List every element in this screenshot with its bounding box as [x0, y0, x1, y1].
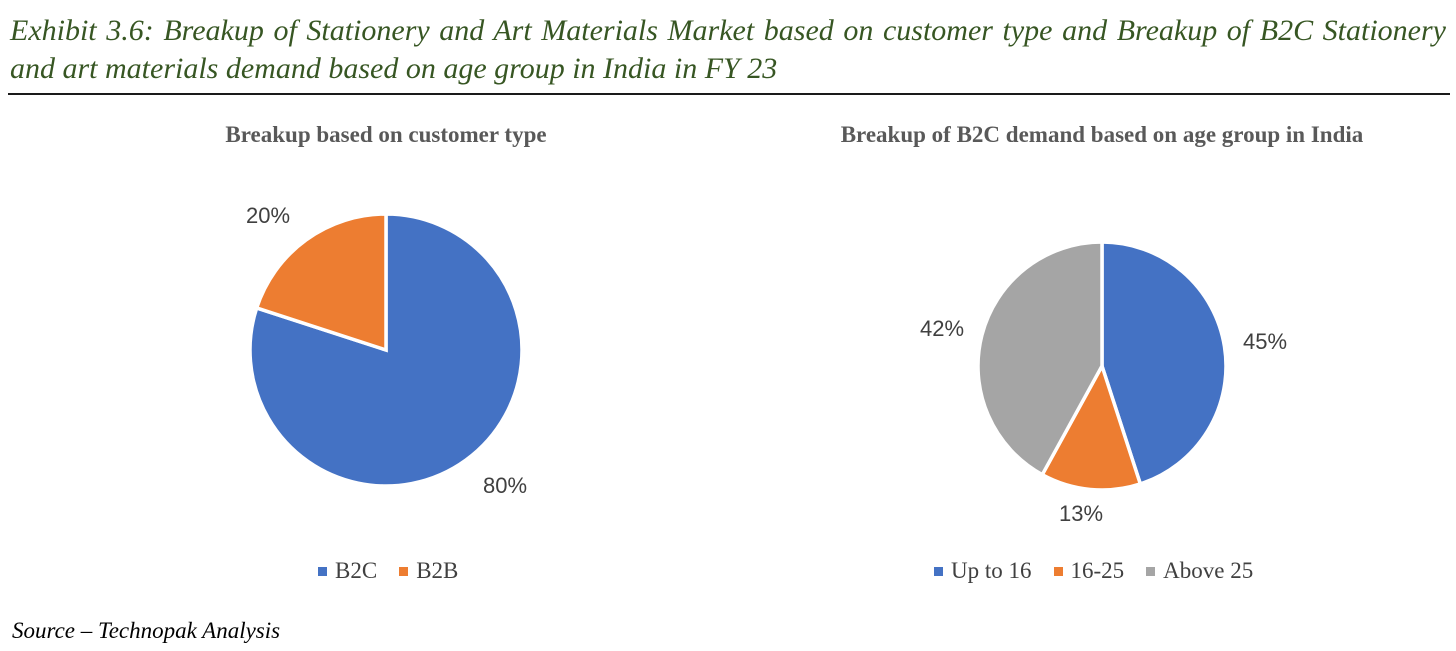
legend-label-b2b: B2B [416, 558, 459, 583]
data-label-b2b: 20% [246, 203, 290, 228]
pie-slice-16-25 [1039, 361, 1143, 492]
legend-item-16-25: 16-25 [1053, 557, 1125, 585]
title-divider [8, 93, 1450, 95]
legend-swatch-16-25 [1053, 566, 1063, 576]
pie-slice-above-25 [976, 240, 1104, 478]
chart-1-legend: B2C B2B [318, 557, 458, 585]
legend-swatch-up-to-16 [934, 566, 943, 576]
pie-slice-b2b [254, 212, 388, 353]
source-note: Source – Technopak Analysis [12, 618, 281, 643]
legend-item-up-to-16: Up to 16 [934, 557, 1032, 585]
legend-item-b2b: B2B [399, 557, 458, 585]
pie-chart-age-group: 45% 13% 42% [920, 240, 1287, 526]
data-label-up-to-16: 45% [1243, 329, 1287, 354]
legend-swatch-b2b [399, 566, 409, 576]
exhibit-title: Exhibit 3.6: Breakup of Stationery and A… [10, 14, 1446, 85]
data-label-b2c: 80% [483, 473, 527, 498]
legend-label-up-to-16: Up to 16 [951, 558, 1032, 583]
data-label-above-25: 42% [920, 316, 964, 341]
legend-label-16-25: 16-25 [1070, 558, 1125, 583]
legend-item-above-25: Above 25 [1146, 557, 1253, 585]
legend-swatch-above-25 [1146, 566, 1156, 576]
pie-slice-up-to-16 [1100, 240, 1228, 487]
chart-1-title: Breakup based on customer type [225, 122, 547, 147]
legend-label-above-25: Above 25 [1163, 558, 1254, 583]
data-label-16-25: 13% [1059, 501, 1103, 526]
pie-chart-customer-type: 80% 20% [246, 203, 527, 498]
legend-label-b2c: B2C [335, 558, 378, 583]
chart-2-legend: Up to 16 16-25 Above 25 [934, 557, 1253, 585]
legend-swatch-b2c [318, 566, 327, 576]
legend-item-b2c: B2C [318, 557, 377, 585]
chart-2-title: Breakup of B2C demand based on age group… [840, 122, 1364, 147]
